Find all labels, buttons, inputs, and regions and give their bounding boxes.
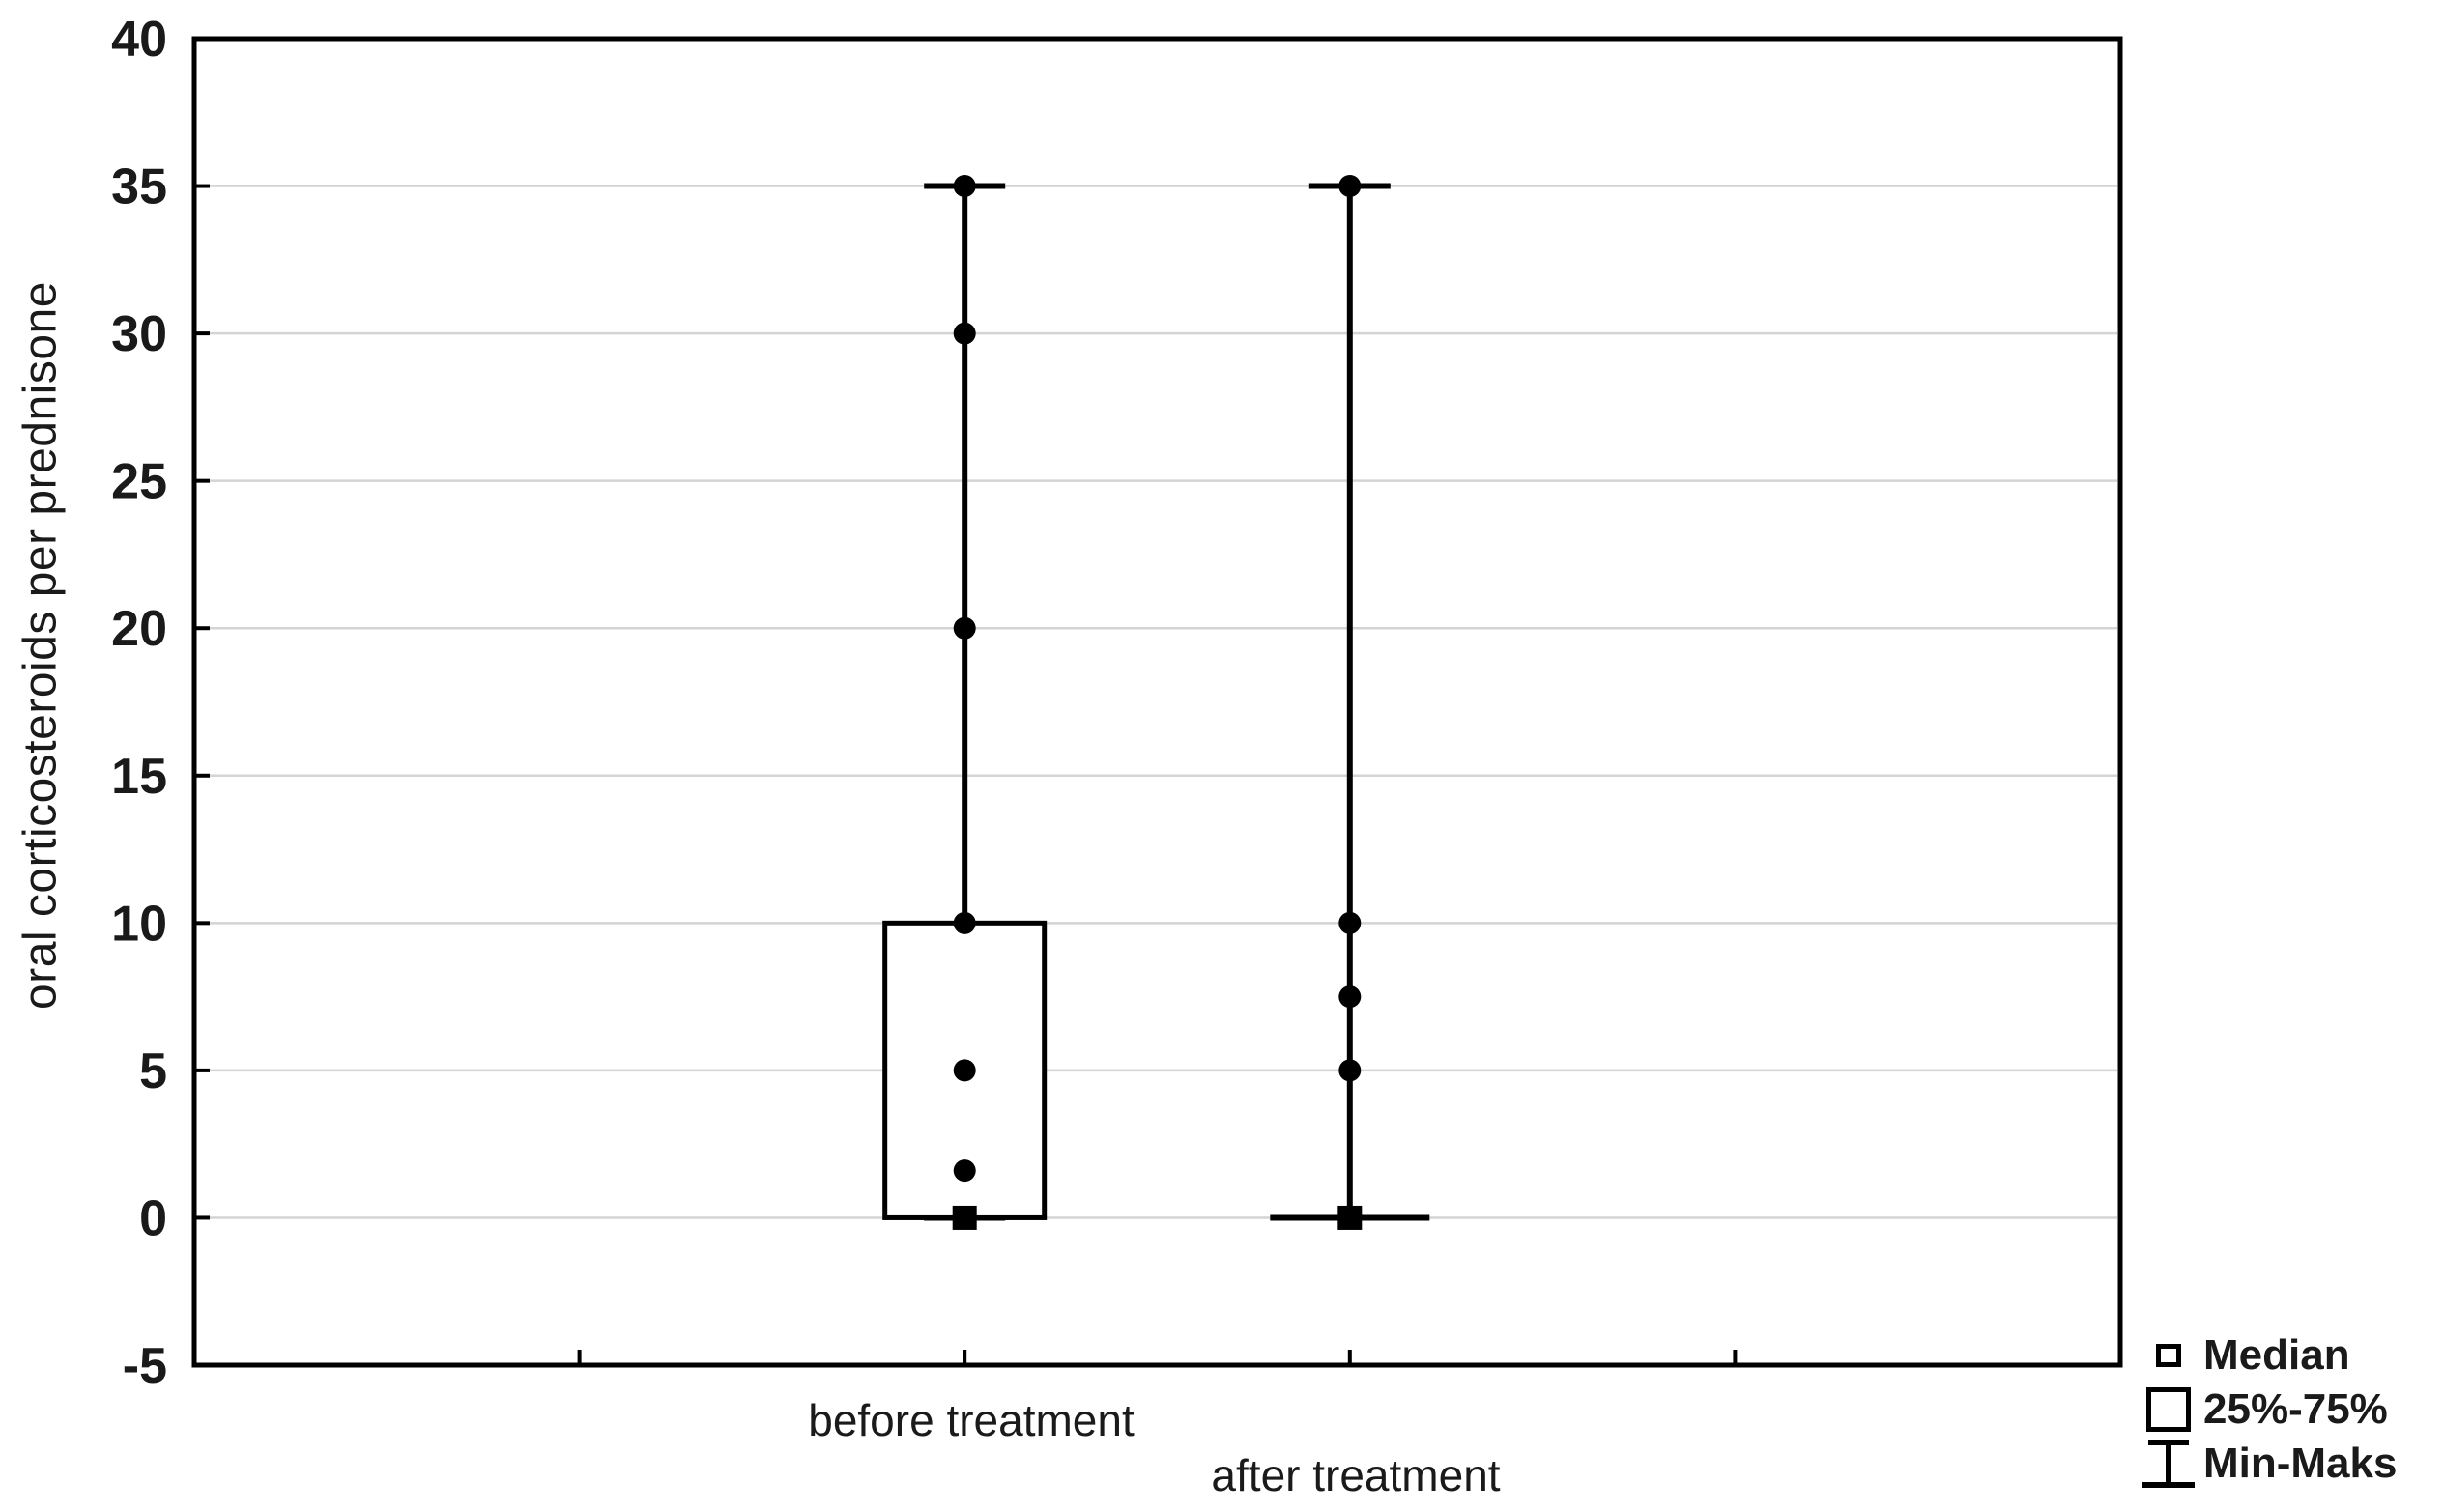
data-point (953, 911, 976, 934)
y-tick-label: 0 (139, 1190, 167, 1246)
data-point (953, 616, 976, 640)
legend-label-median: Median (2203, 1331, 2350, 1379)
y-tick-label: 15 (111, 749, 167, 805)
box-square-icon (2134, 1387, 2203, 1432)
data-point (953, 1159, 976, 1183)
legend-row-median: Median (2134, 1331, 2397, 1380)
median-marker (952, 1205, 977, 1230)
y-tick-label: 10 (111, 896, 167, 952)
y-tick-label: -5 (123, 1338, 167, 1394)
x-category-label-after-treatment: after treatment (1211, 1450, 1501, 1500)
data-point (953, 175, 976, 198)
y-tick-label: 5 (139, 1043, 167, 1099)
y-tick-label: 25 (111, 454, 167, 510)
y-axis-title: oral corticosteroids per prednisone (14, 281, 67, 1010)
x-category-label-before-treatment: before treatment (808, 1395, 1135, 1445)
data-point (1338, 985, 1362, 1009)
legend-row-box: 25%-75% (2134, 1385, 2397, 1434)
data-point (953, 322, 976, 345)
legend-row-minmax: Min-Maks (2134, 1440, 2397, 1488)
plot-frame (191, 36, 2123, 1368)
y-tick-label: 20 (111, 601, 167, 657)
y-tick-label: 30 (111, 306, 167, 362)
data-point (1338, 175, 1362, 198)
median-marker (1337, 1205, 1363, 1230)
y-tick-label: 40 (111, 12, 167, 68)
legend-label-minmax: Min-Maks (2203, 1440, 2398, 1487)
data-point (1338, 1059, 1362, 1082)
median-square-icon (2134, 1344, 2203, 1367)
y-tick-label: 35 (111, 159, 167, 215)
legend-label-box: 25%-75% (2203, 1385, 2388, 1433)
legend: Median 25%-75% Min-Maks (2134, 1331, 2397, 1488)
whisker-ibeam-icon (2134, 1438, 2203, 1490)
data-point (1338, 911, 1362, 934)
data-point (953, 1059, 976, 1082)
